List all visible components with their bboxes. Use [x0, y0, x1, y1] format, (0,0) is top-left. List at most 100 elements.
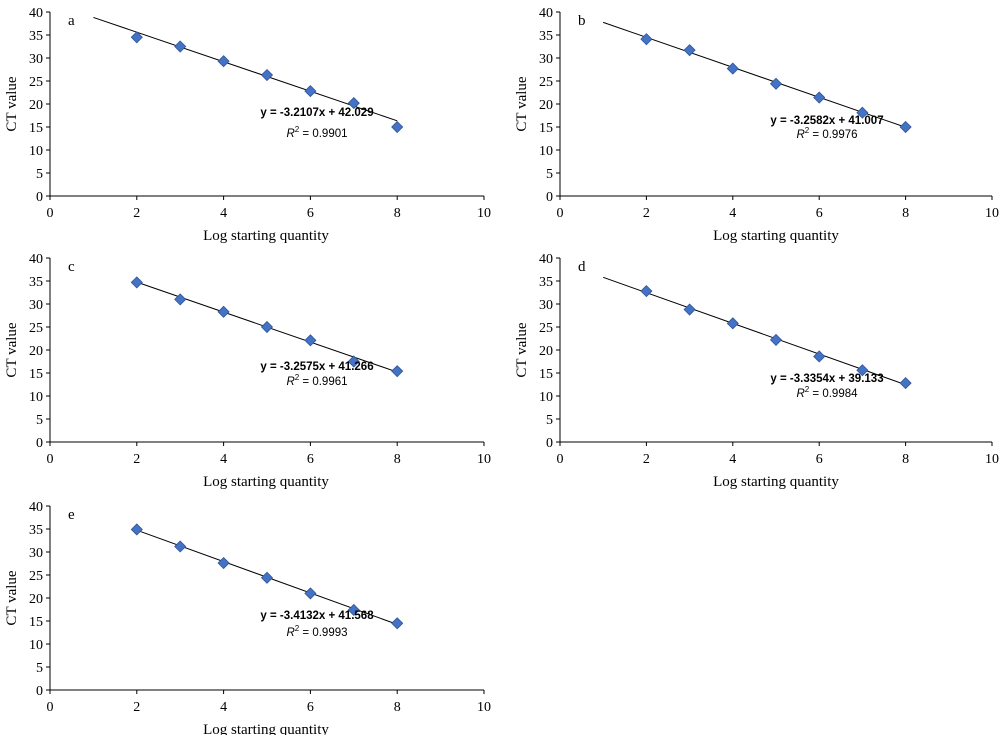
y-tick-label: 15 — [29, 121, 43, 136]
x-axis-label: Log starting quantity — [203, 722, 329, 735]
data-point — [899, 120, 912, 134]
trendline-equation: y = -3.2107x + 42.029 — [260, 107, 373, 119]
trendline-equation: y = -3.4132x + 41.568 — [260, 610, 374, 622]
data-point — [640, 285, 653, 298]
data-point — [347, 97, 360, 110]
data-point — [899, 377, 912, 390]
data-point — [174, 540, 187, 553]
data-point — [347, 355, 360, 368]
y-tick-label: 40 — [539, 252, 553, 267]
y-tick-label: 0 — [36, 436, 43, 451]
x-tick-label: 4 — [220, 206, 227, 221]
y-tick-label: 20 — [29, 344, 43, 359]
y-tick-label: 35 — [29, 275, 43, 290]
r-squared-label: R2 = 0.9984 — [796, 385, 858, 400]
y-tick-label: 15 — [29, 615, 43, 630]
x-tick-label: 2 — [643, 206, 650, 221]
x-tick-label: 8 — [902, 452, 909, 467]
r-squared-label: R2 = 0.9993 — [286, 624, 347, 639]
x-tick-label: 4 — [729, 452, 736, 467]
y-tick-label: 25 — [29, 75, 43, 90]
x-tick-label: 6 — [816, 206, 823, 221]
y-tick-label: 15 — [29, 367, 43, 382]
x-tick-label: 4 — [729, 206, 736, 221]
y-tick-label: 5 — [546, 167, 553, 182]
data-point — [813, 91, 826, 104]
y-tick-label: 0 — [36, 190, 43, 205]
y-axis-label: CT value — [4, 76, 20, 131]
panel-label: a — [68, 13, 75, 29]
x-tick-label: 6 — [816, 452, 823, 467]
chart-panel-b: 0 5 10 15 20 25 30 35 40 0 2 4 6 8 10 Log starting quan… — [514, 6, 999, 244]
y-tick-label: 30 — [539, 52, 553, 67]
trendline — [603, 276, 906, 386]
x-axis-label: Log starting quantity — [203, 474, 329, 490]
y-tick-label: 0 — [546, 190, 553, 205]
trendline — [603, 21, 906, 128]
x-tick-label: 8 — [394, 452, 401, 467]
r-squared-symbol: R — [286, 376, 294, 388]
x-tick-label: 6 — [307, 452, 314, 467]
panel-label: e — [68, 507, 75, 523]
x-tick-label: 10 — [477, 206, 491, 221]
data-point — [304, 334, 317, 347]
panel-label: d — [578, 259, 586, 275]
chart-panel-c: 0 5 10 15 20 25 30 35 40 0 2 4 6 8 10 Log starting quan… — [4, 252, 491, 490]
x-tick-label: 2 — [133, 452, 140, 467]
r-squared-label: R2 = 0.9901 — [286, 125, 347, 140]
y-tick-label: 15 — [539, 121, 553, 136]
y-tick-label: 0 — [546, 436, 553, 451]
data-point — [726, 317, 739, 330]
x-tick-label: 10 — [985, 206, 999, 221]
x-tick-label: 0 — [47, 206, 54, 221]
y-tick-label: 30 — [539, 298, 553, 313]
y-axis-label: CT value — [514, 322, 530, 377]
y-tick-label: 20 — [29, 592, 43, 607]
x-tick-label: 10 — [477, 452, 491, 467]
panel-label: b — [578, 13, 586, 29]
y-tick-label: 20 — [539, 344, 553, 359]
y-tick-label: 10 — [29, 144, 43, 159]
x-tick-label: 0 — [47, 700, 54, 715]
y-tick-label: 5 — [36, 167, 43, 182]
r-squared-label: R2 = 0.9961 — [286, 373, 347, 388]
x-tick-label: 8 — [394, 700, 401, 715]
data-point — [856, 106, 869, 119]
x-axis-label: Log starting quantity — [713, 474, 839, 490]
x-tick-label: 2 — [133, 206, 140, 221]
y-tick-label: 30 — [29, 298, 43, 313]
y-tick-label: 35 — [29, 523, 43, 538]
x-tick-label: 8 — [394, 206, 401, 221]
y-tick-label: 40 — [539, 6, 553, 21]
data-point — [130, 276, 143, 289]
y-tick-label: 25 — [539, 321, 553, 336]
y-tick-label: 5 — [546, 413, 553, 428]
x-tick-label: 2 — [643, 452, 650, 467]
y-tick-label: 40 — [29, 6, 43, 21]
trendline — [93, 16, 398, 122]
y-tick-label: 25 — [29, 569, 43, 584]
y-tick-label: 15 — [539, 367, 553, 382]
data-point — [217, 556, 230, 570]
y-tick-label: 40 — [29, 252, 43, 267]
data-point — [683, 44, 696, 57]
data-point — [640, 33, 653, 46]
data-point — [769, 333, 783, 346]
data-point — [391, 120, 404, 134]
r-squared-value: = 0.9961 — [299, 376, 347, 388]
y-tick-label: 40 — [29, 500, 43, 515]
x-axis-label: Log starting quantity — [713, 228, 839, 244]
x-tick-label: 0 — [47, 452, 54, 467]
r-squared-symbol: R — [796, 129, 804, 141]
r-squared-symbol: R — [796, 388, 804, 400]
r-squared-value: = 0.9993 — [299, 627, 347, 639]
chart-panel-a: 0 5 10 15 20 25 30 35 40 0 2 4 6 8 10 Log starting quan… — [4, 6, 491, 244]
r-squared-exponent: 2 — [805, 126, 810, 135]
y-tick-label: 25 — [29, 321, 43, 336]
data-point — [217, 55, 230, 68]
data-point — [174, 293, 187, 306]
x-tick-label: 4 — [220, 452, 227, 467]
trendline-equation: y = -3.2582x + 41.007 — [770, 115, 883, 127]
data-point — [130, 31, 143, 44]
x-tick-label: 10 — [477, 700, 491, 715]
